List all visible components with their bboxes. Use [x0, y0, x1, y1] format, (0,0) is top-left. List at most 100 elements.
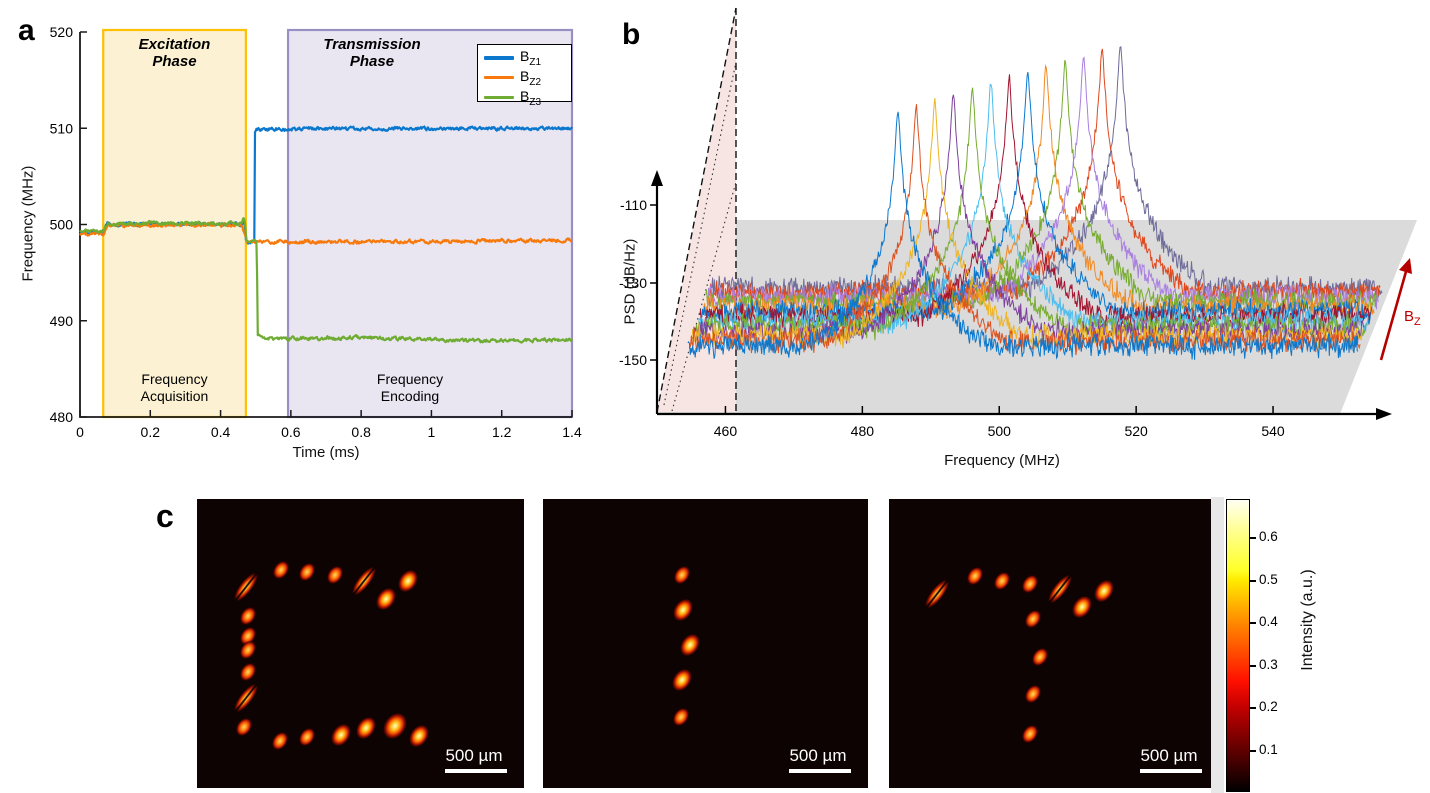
- psd-tick-label: -130: [619, 275, 647, 291]
- panel-b-xlabel: Frequency (MHz): [944, 452, 1060, 469]
- colorbar-tick-label: 0.5: [1259, 572, 1278, 587]
- emitter-spot: [327, 720, 355, 750]
- frequency-encoding-label: Frequency Encoding: [376, 371, 444, 404]
- panel-a-letter: a: [18, 14, 35, 47]
- x-tick-label: 1.4: [562, 424, 582, 440]
- emitter-spot: [394, 566, 422, 596]
- emitter-spot: [669, 562, 695, 588]
- scale-bar: [789, 769, 851, 773]
- psd-series-3: [691, 98, 1363, 351]
- y-tick-label: 500: [50, 217, 74, 233]
- emitter-spot: [1017, 721, 1043, 747]
- emitter-spot: [962, 563, 988, 589]
- emitter-spot: [1068, 592, 1096, 622]
- heatmap-image-3: 500 µm: [889, 499, 1219, 788]
- legend-line-bz3: [484, 95, 514, 100]
- excitation-phase-title: Excitation Phase: [138, 36, 211, 70]
- emitter-spot: [1017, 571, 1043, 597]
- panel-a-xlabel: Time (ms): [292, 444, 360, 461]
- emitter-spot: [669, 595, 697, 625]
- emitter-spot: [1020, 606, 1046, 632]
- y-tick-label: 490: [50, 313, 74, 329]
- emitter-spot: [1090, 576, 1118, 606]
- freq-tick-label: 480: [851, 423, 875, 439]
- psd-series-9: [703, 64, 1375, 321]
- scale-bar-label: 500 µm: [789, 746, 847, 765]
- series-bz2: [79, 221, 573, 245]
- colorbar-tick: [1250, 707, 1256, 709]
- y-tick-label: 480: [50, 409, 74, 425]
- colorbar-tick-label: 0.3: [1259, 657, 1278, 672]
- emitter-spot: [921, 576, 953, 612]
- freq-axis-arrowhead: [1376, 408, 1392, 420]
- emitter-spot: [1027, 644, 1053, 670]
- psd-tick-label: -150: [619, 352, 647, 368]
- side-plane-dotted-line: [663, 61, 737, 406]
- emitter-spot: [989, 568, 1015, 594]
- scale-bar-label: 500 µm: [1140, 746, 1198, 765]
- legend-item-bz2: BZ2: [484, 68, 565, 88]
- psd-axis-arrowhead: [651, 170, 663, 186]
- emitter-spot: [268, 557, 294, 583]
- heatmap-image-2: 500 µm: [543, 499, 868, 788]
- panel-a-chart: 480 490 500 510 520 0 0.2 0.4 0.6 0.8 1 1.2 1.4: [50, 24, 582, 440]
- psd-series-1: [687, 111, 1359, 360]
- legend-item-bz3: BZ3: [484, 88, 565, 107]
- emitter-spot: [235, 603, 261, 629]
- colorbar-tick-label: 0.6: [1259, 529, 1278, 544]
- psd-tick-label: -110: [620, 197, 647, 213]
- legend-line-bz1: [484, 56, 514, 60]
- emitter-spot: [668, 704, 694, 730]
- scale-bar-label: 500 µm: [445, 746, 503, 765]
- floor-plane: [657, 220, 1417, 414]
- emitter-spot: [231, 714, 257, 740]
- emitter-spot: [267, 728, 293, 754]
- emitter-spot: [230, 680, 262, 716]
- x-tick-label: 1.2: [492, 424, 512, 440]
- emitter-spot: [668, 665, 696, 695]
- emitter-spot: [1020, 681, 1046, 707]
- emitter-spot: [405, 721, 433, 751]
- colorbar-tick-label: 0.2: [1259, 699, 1278, 714]
- x-tick-label: 0.2: [141, 424, 161, 440]
- colorbar-tick-label: 0.4: [1259, 614, 1278, 629]
- emitter-spot: [322, 562, 348, 588]
- colorbar-tick-label: 0.1: [1259, 742, 1278, 757]
- bz-arrowhead: [1399, 258, 1412, 274]
- legend-line-bz2: [484, 75, 514, 80]
- emitter-spot: [348, 563, 380, 599]
- emitter-spot: [378, 708, 412, 744]
- bz-arrow-label: BZ: [1404, 308, 1421, 328]
- colorbar-tick: [1250, 537, 1256, 539]
- colorbar-tick: [1250, 622, 1256, 624]
- colorbar-tick: [1250, 665, 1256, 667]
- freq-tick-label: 520: [1124, 423, 1148, 439]
- panel-c-letter: c: [156, 498, 174, 534]
- colorbar-tick: [1250, 580, 1256, 582]
- scale-bar: [1140, 769, 1202, 773]
- colorbar-background: [1211, 497, 1224, 793]
- frequency-acquisition-label: Frequency Acquisition: [140, 371, 209, 404]
- panel-b-chart: 460 480 500 520 540 -110 -130 -150: [619, 7, 1417, 439]
- x-tick-label: 0.6: [281, 424, 301, 440]
- emitter-spot: [294, 724, 320, 750]
- colorbar: [1226, 499, 1250, 792]
- legend-item-bz1: BZ1: [484, 48, 565, 68]
- side-plane-dashed-edge: [656, 7, 737, 413]
- panel-c: c 500 µm 500 µm 500 µm 0.1 0.2 0.3 0.4 0.5 0.…: [0, 480, 1430, 793]
- series-bz3: [79, 217, 574, 344]
- freq-tick-label: 540: [1261, 423, 1285, 439]
- x-tick-label: 0.4: [211, 424, 231, 440]
- emitter-spot: [352, 713, 380, 743]
- y-tick-label: 510: [50, 120, 74, 136]
- colorbar-tick: [1250, 750, 1256, 752]
- emitter-spot: [1044, 571, 1076, 607]
- freq-tick-label: 460: [714, 423, 738, 439]
- psd-series-8: [701, 71, 1373, 326]
- heatmap-image-1: 500 µm: [197, 499, 524, 788]
- x-tick-label: 1: [428, 424, 436, 440]
- x-tick-label: 0.8: [351, 424, 371, 440]
- emitter-spot: [294, 559, 320, 585]
- panel-a-ylabel: Frequency (MHz): [19, 165, 37, 282]
